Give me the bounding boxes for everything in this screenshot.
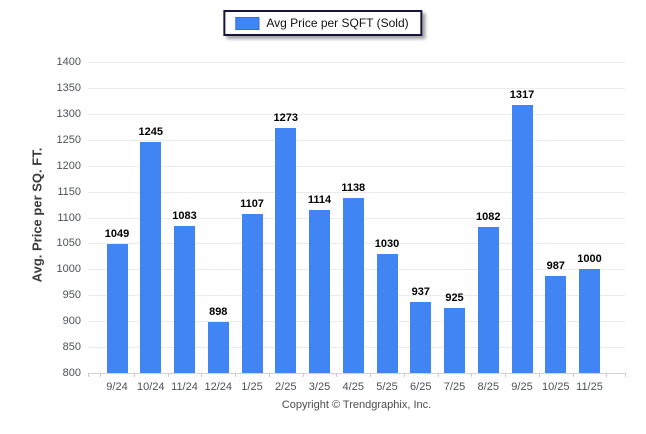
bar-10-24[interactable] xyxy=(140,142,162,373)
bar-value-label: 925 xyxy=(445,292,464,305)
x-axis-tick xyxy=(572,373,574,377)
gridline xyxy=(88,191,625,193)
x-axis-tick xyxy=(505,373,507,377)
bar-value-label: 1273 xyxy=(273,111,298,124)
bar-value-label: 1049 xyxy=(104,227,130,240)
bar-value-label: 937 xyxy=(411,285,430,298)
x-axis-tick xyxy=(606,373,608,377)
y-axis-tick-label: 1300 xyxy=(56,107,81,120)
x-axis-label: 8/25 xyxy=(477,381,499,393)
x-axis-label: 6/25 xyxy=(410,381,432,393)
bar-4-25[interactable] xyxy=(342,197,364,373)
x-axis-tick xyxy=(538,373,540,377)
bar-2-25[interactable] xyxy=(275,127,297,373)
x-axis-label: 9/24 xyxy=(106,381,128,393)
y-axis-tick-label: 1050 xyxy=(56,237,81,250)
x-axis-label: 3/25 xyxy=(308,381,331,393)
x-axis-label: 11/25 xyxy=(576,381,603,393)
x-axis-tick xyxy=(403,373,405,377)
y-axis-tick-label: 1000 xyxy=(56,263,81,276)
bar-value-label: 1245 xyxy=(138,126,163,139)
x-axis-tick xyxy=(471,373,473,377)
bar-value-label: 1114 xyxy=(307,194,332,207)
legend-swatch-icon xyxy=(235,16,260,30)
legend-label: Avg Price per SQFT (Sold) xyxy=(266,16,409,30)
gridline xyxy=(88,373,625,374)
x-axis-label: 12/24 xyxy=(204,381,233,393)
bar-value-label: 1083 xyxy=(172,210,197,223)
x-axis-label: 2/25 xyxy=(275,381,297,393)
bar-value-label: 1107 xyxy=(240,197,264,210)
x-axis-tick xyxy=(370,373,372,377)
y-axis-tick-label: 800 xyxy=(62,367,81,379)
copyright-text: Copyright © Trendgraphix, Inc. xyxy=(281,399,432,411)
legend[interactable]: Avg Price per SQFT (Sold) xyxy=(223,10,423,36)
y-axis-tick-label: 900 xyxy=(62,315,81,328)
y-axis-tick-label: 850 xyxy=(62,341,81,354)
x-axis-tick xyxy=(336,373,338,377)
gridline xyxy=(88,62,625,63)
bar-value-label: 1082 xyxy=(476,210,501,223)
bar-3-25[interactable] xyxy=(309,210,330,373)
bar-9-25[interactable] xyxy=(511,105,533,373)
bar-value-label: 1138 xyxy=(341,181,366,194)
y-axis-tick-label: 1200 xyxy=(56,159,81,172)
x-axis-label: 10/24 xyxy=(136,381,165,393)
bar-11-25[interactable] xyxy=(579,269,600,373)
x-axis-tick xyxy=(302,373,304,377)
x-axis-tick xyxy=(201,373,203,377)
bar-11-24[interactable] xyxy=(174,226,195,373)
x-axis-tick xyxy=(235,373,237,377)
x-axis-label: 10/25 xyxy=(541,381,570,393)
gridline xyxy=(88,139,625,141)
x-axis-tick xyxy=(437,373,439,377)
x-axis-tick xyxy=(100,373,102,377)
gridline xyxy=(88,113,625,115)
x-axis-label: 5/25 xyxy=(376,381,398,393)
y-axis-tick-label: 950 xyxy=(62,289,81,302)
y-axis-tick-label: 1100 xyxy=(57,211,81,224)
bar-8-25[interactable] xyxy=(477,226,499,373)
bar-value-label: 898 xyxy=(209,306,228,319)
bar-value-label: 1030 xyxy=(374,237,400,250)
x-axis-label: 7/25 xyxy=(443,381,466,393)
y-axis-tick-label: 1400 xyxy=(56,56,81,68)
plot-area: 800 850 900 950 1000 1050 1100 1150 1200 1250 1300… xyxy=(57,56,626,393)
gridline xyxy=(88,165,625,167)
bar-5-25[interactable] xyxy=(376,253,398,373)
y-axis-tick-label: 1150 xyxy=(57,185,81,198)
x-axis-tick xyxy=(625,373,626,377)
x-axis-label: 11/24 xyxy=(171,381,198,393)
x-axis-label: 4/25 xyxy=(342,381,364,393)
bar-value-label: 1000 xyxy=(577,253,602,266)
x-axis-label: 1/25 xyxy=(241,381,263,393)
bar-value-label: 1317 xyxy=(509,89,535,102)
x-axis-tick xyxy=(268,373,270,377)
bar-6-25[interactable] xyxy=(410,301,432,373)
bar-7-25[interactable] xyxy=(444,308,465,373)
x-axis-tick xyxy=(88,373,89,377)
bar-9-24[interactable] xyxy=(106,243,128,373)
y-axis-tick-label: 1250 xyxy=(56,133,81,146)
x-axis-label: 9/25 xyxy=(511,381,533,393)
bar-1-25[interactable] xyxy=(241,213,263,373)
bar-12-24[interactable] xyxy=(207,322,229,373)
x-axis-tick xyxy=(133,373,135,377)
y-axis-tick-label: 1350 xyxy=(56,81,81,94)
gridline xyxy=(88,87,625,89)
x-axis-tick xyxy=(167,373,169,377)
bar-10-25[interactable] xyxy=(545,276,567,373)
bar-value-label: 987 xyxy=(546,260,565,273)
